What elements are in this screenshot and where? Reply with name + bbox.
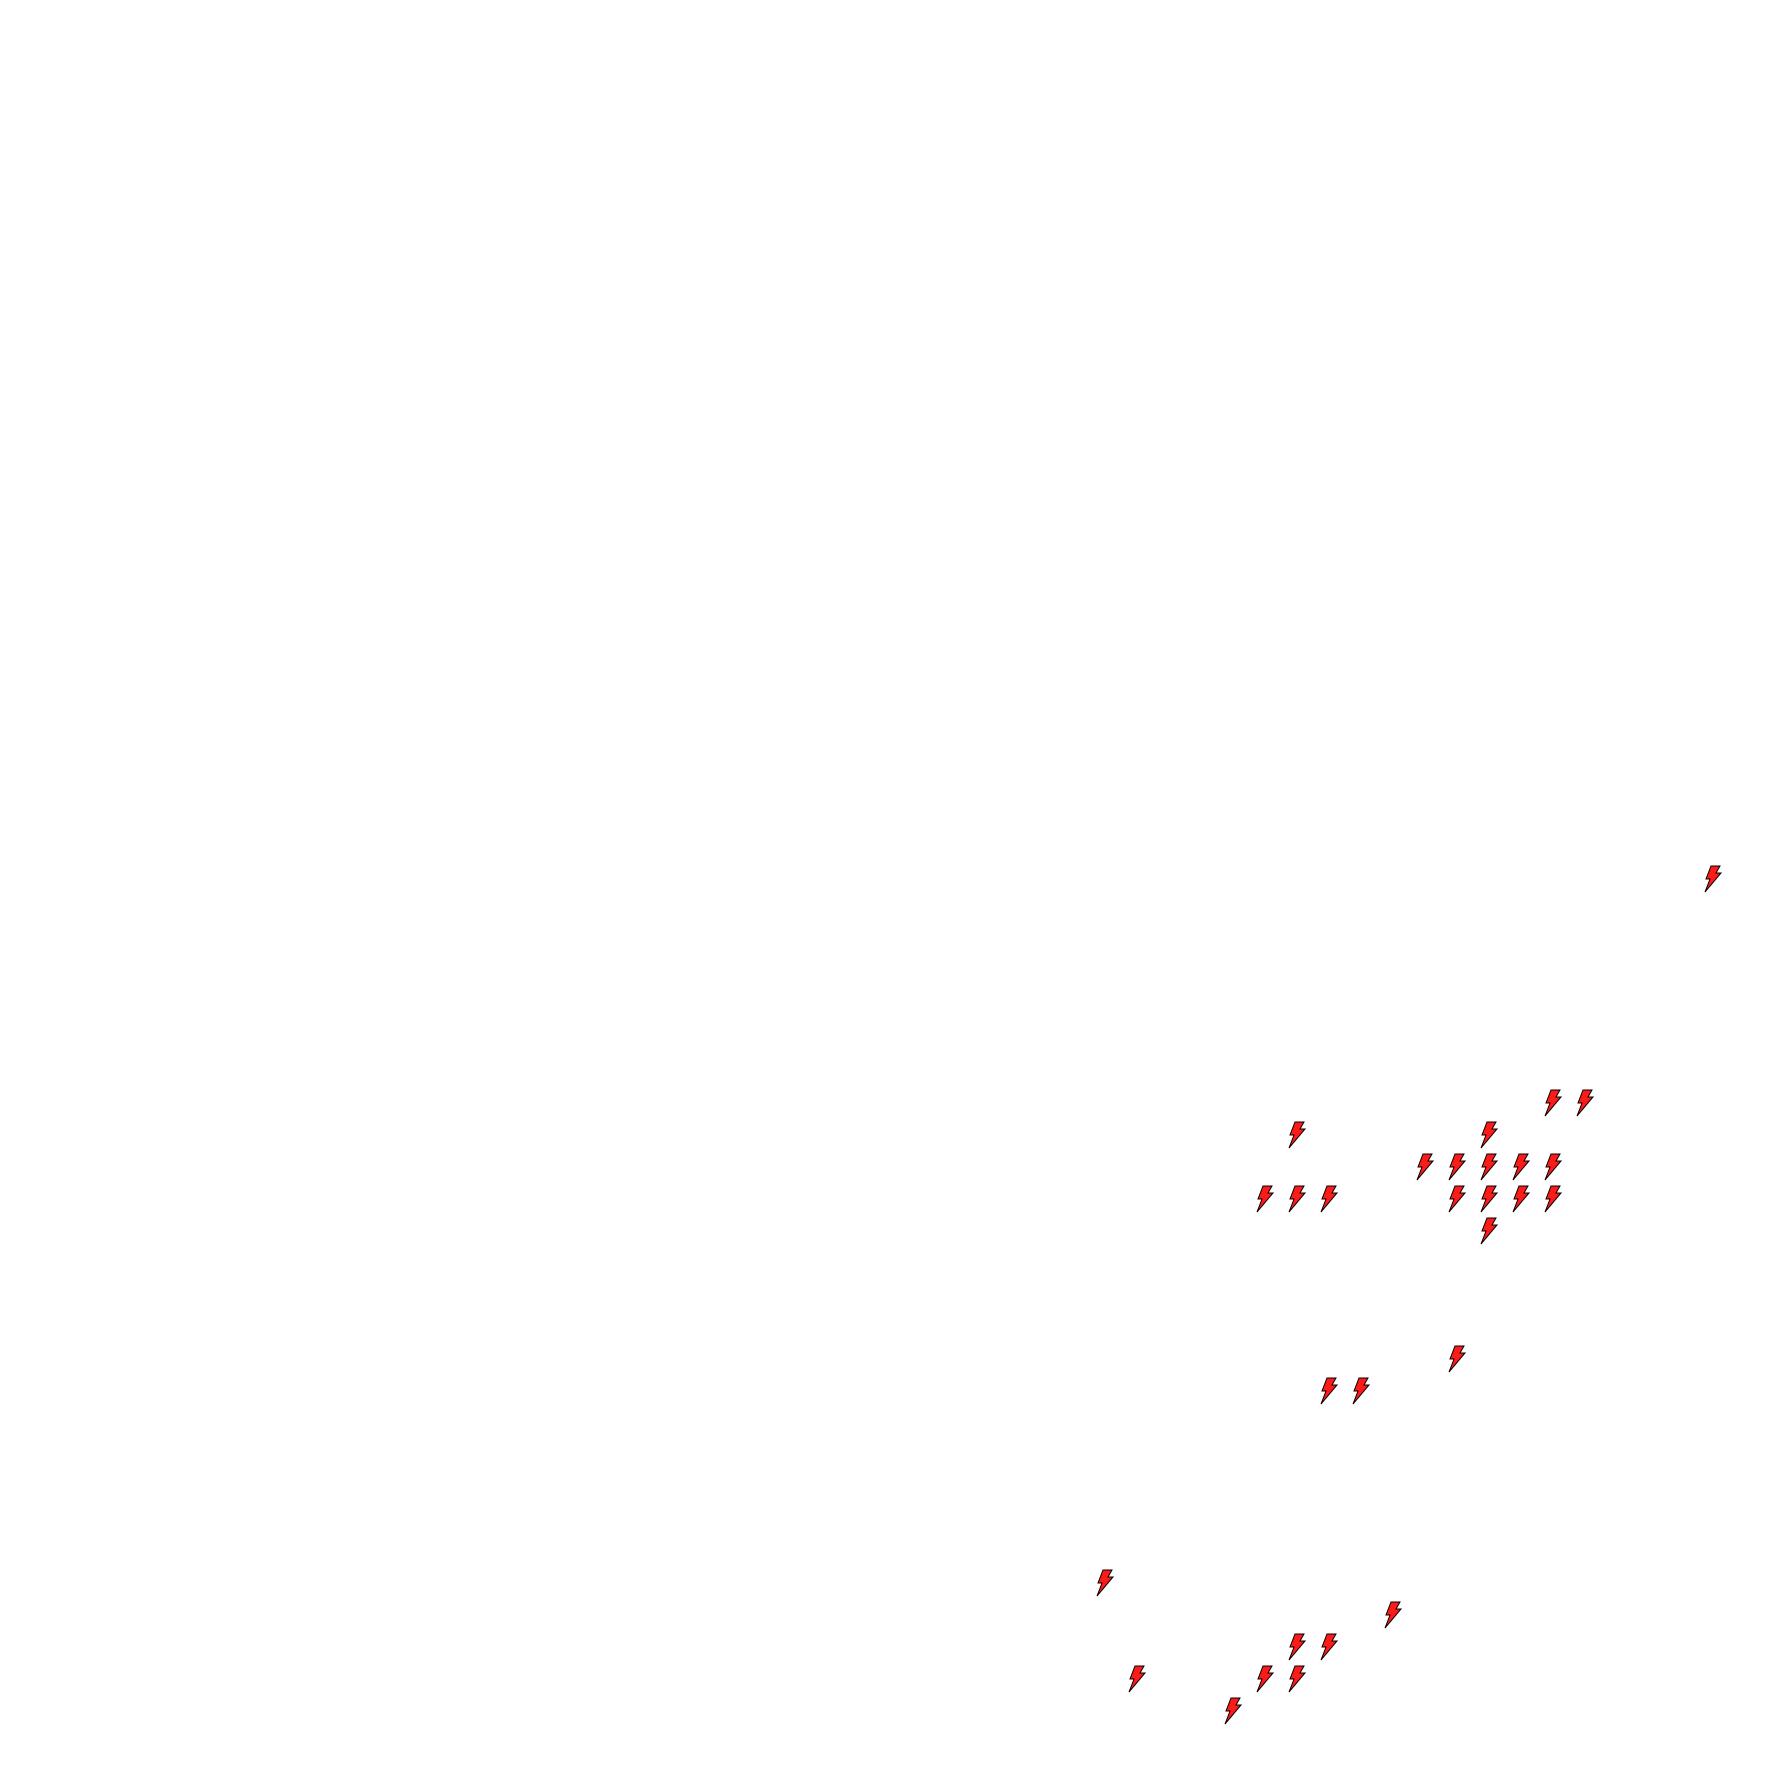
lightning-bolt-icon bbox=[1384, 1601, 1402, 1629]
lightning-bolt-icon bbox=[1256, 1665, 1274, 1693]
lightning-bolt-shape bbox=[1704, 865, 1722, 893]
lightning-bolt-icon bbox=[1448, 1185, 1466, 1213]
lightning-bolt-shape bbox=[1288, 1665, 1306, 1693]
lightning-bolt-shape bbox=[1512, 1185, 1530, 1213]
lightning-bolt-icon bbox=[1576, 1089, 1594, 1117]
lightning-bolt-shape bbox=[1128, 1665, 1146, 1693]
lightning-bolt-shape bbox=[1448, 1153, 1466, 1181]
lightning-bolt-shape bbox=[1480, 1217, 1498, 1245]
lightning-bolt-shape bbox=[1352, 1377, 1370, 1405]
lightning-bolt-icon bbox=[1480, 1185, 1498, 1213]
lightning-bolt-icon bbox=[1544, 1185, 1562, 1213]
lightning-bolt-shape bbox=[1416, 1153, 1434, 1181]
lightning-bolt-shape bbox=[1544, 1089, 1562, 1117]
lightning-bolt-shape bbox=[1320, 1185, 1338, 1213]
lightning-bolt-icon bbox=[1480, 1153, 1498, 1181]
lightning-bolt-icon bbox=[1320, 1633, 1338, 1661]
lightning-bolt-icon bbox=[1352, 1377, 1370, 1405]
lightning-bolt-icon bbox=[1288, 1121, 1306, 1149]
lightning-bolt-icon bbox=[1320, 1377, 1338, 1405]
lightning-bolt-shape bbox=[1448, 1185, 1466, 1213]
lightning-bolt-shape bbox=[1576, 1089, 1594, 1117]
lightning-bolt-shape bbox=[1096, 1569, 1114, 1597]
lightning-bolt-shape bbox=[1448, 1345, 1466, 1373]
lightning-bolt-shape bbox=[1544, 1185, 1562, 1213]
lightning-bolt-icon bbox=[1512, 1185, 1530, 1213]
lightning-bolt-shape bbox=[1224, 1697, 1242, 1725]
lightning-bolt-icon bbox=[1544, 1089, 1562, 1117]
lightning-bolt-shape bbox=[1320, 1377, 1338, 1405]
lightning-bolt-icon bbox=[1096, 1569, 1114, 1597]
lightning-bolt-shape bbox=[1480, 1121, 1498, 1149]
lightning-bolt-shape bbox=[1288, 1633, 1306, 1661]
lightning-bolt-icon bbox=[1480, 1217, 1498, 1245]
lightning-bolt-shape bbox=[1320, 1633, 1338, 1661]
lightning-bolt-shape bbox=[1256, 1665, 1274, 1693]
lightning-bolt-icon bbox=[1416, 1153, 1434, 1181]
lightning-bolt-icon bbox=[1480, 1121, 1498, 1149]
lightning-bolt-shape bbox=[1288, 1185, 1306, 1213]
lightning-bolt-shape bbox=[1384, 1601, 1402, 1629]
lightning-bolt-icon bbox=[1224, 1697, 1242, 1725]
lightning-bolt-icon bbox=[1288, 1665, 1306, 1693]
lightning-bolt-shape bbox=[1480, 1185, 1498, 1213]
lightning-bolt-shape bbox=[1544, 1153, 1562, 1181]
lightning-bolt-icon bbox=[1512, 1153, 1530, 1181]
lightning-bolt-icon bbox=[1544, 1153, 1562, 1181]
lightning-bolt-icon bbox=[1448, 1153, 1466, 1181]
lightning-bolt-shape bbox=[1256, 1185, 1274, 1213]
lightning-bolt-shape bbox=[1480, 1153, 1498, 1181]
lightning-bolt-icon bbox=[1288, 1185, 1306, 1213]
lightning-bolt-icon bbox=[1288, 1633, 1306, 1661]
lightning-bolt-icon bbox=[1128, 1665, 1146, 1693]
lightning-bolt-icon bbox=[1256, 1185, 1274, 1213]
lightning-bolt-icon bbox=[1320, 1185, 1338, 1213]
lightning-bolt-shape bbox=[1288, 1121, 1306, 1149]
lightning-bolt-icon bbox=[1448, 1345, 1466, 1373]
lightning-bolt-shape bbox=[1512, 1153, 1530, 1181]
lightning-bolt-icon bbox=[1704, 865, 1722, 893]
